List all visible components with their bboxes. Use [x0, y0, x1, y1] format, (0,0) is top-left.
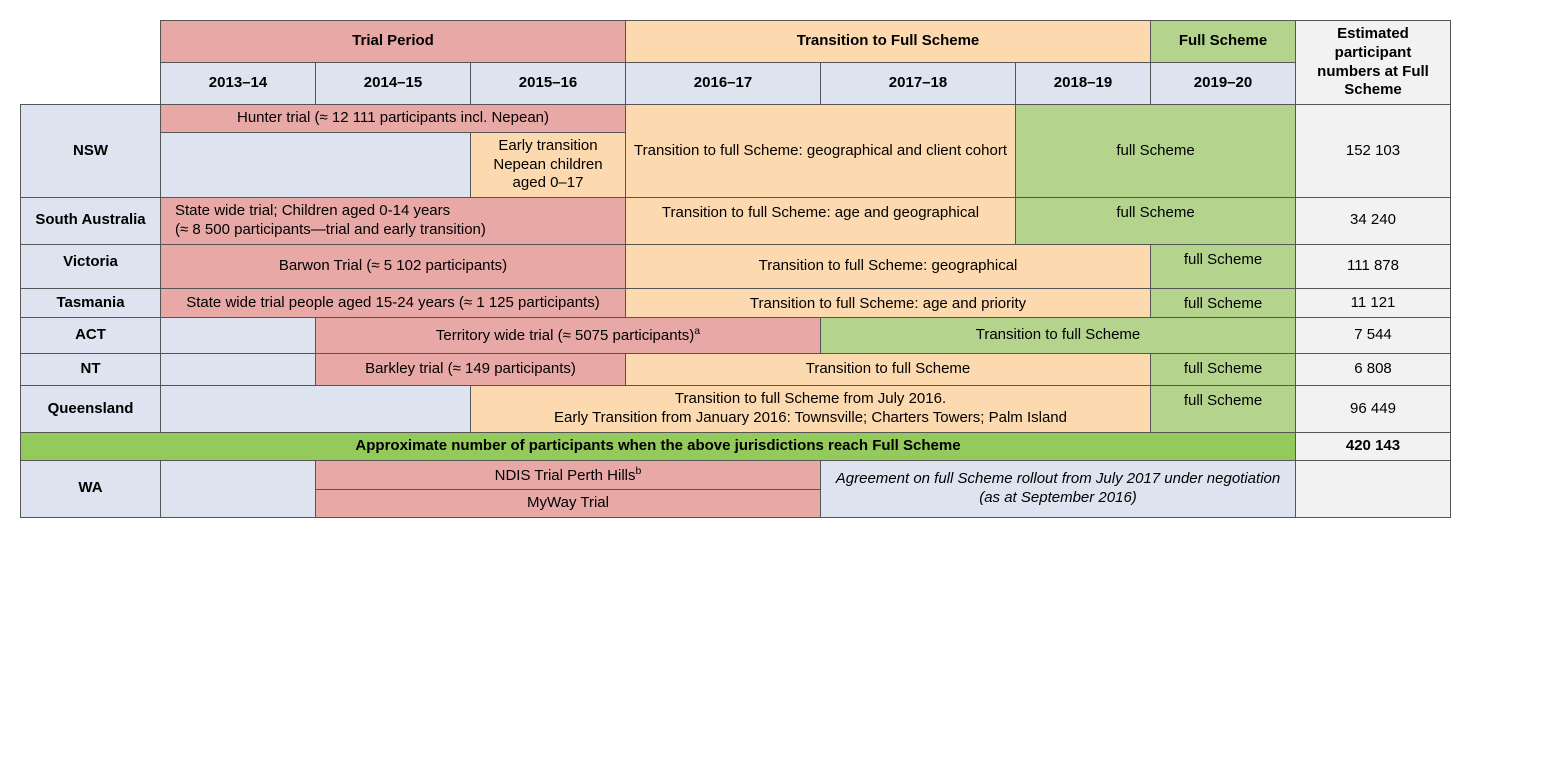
sa-transition: Transition to full Scheme: age and geogr…: [626, 198, 1016, 245]
row-vic: Victoria Barwon Trial (≈ 5 102 participa…: [21, 244, 1451, 288]
row-qld: Queensland Transition to full Scheme fro…: [21, 386, 1451, 433]
tas-estimate: 11 121: [1296, 288, 1451, 318]
act-label: ACT: [21, 318, 161, 354]
vic-full: full Scheme: [1151, 244, 1296, 288]
wa-myway-trial: MyWay Trial: [316, 490, 821, 518]
sa-trial: State wide trial; Children aged 0-14 yea…: [161, 198, 626, 245]
row-tas: Tasmania State wide trial people aged 15…: [21, 288, 1451, 318]
tas-label: Tasmania: [21, 288, 161, 318]
nsw-blank: [161, 132, 471, 197]
nt-full: full Scheme: [1151, 354, 1296, 386]
header-phases: Trial Period Transition to Full Scheme F…: [21, 21, 1451, 63]
year-2019-20: 2019–20: [1151, 63, 1296, 105]
vic-estimate: 111 878: [1296, 244, 1451, 288]
qld-full: full Scheme: [1151, 386, 1296, 433]
row-total: Approximate number of participants when …: [21, 432, 1451, 460]
sa-trial-line2: (≈ 8 500 participants—trial and early tr…: [175, 221, 486, 238]
vic-transition: Transition to full Scheme: geographical: [626, 244, 1151, 288]
act-transition: Transition to full Scheme: [821, 318, 1296, 354]
wa-ndis-trial: NDIS Trial Perth Hillsb: [316, 460, 821, 490]
nt-estimate: 6 808: [1296, 354, 1451, 386]
phase-transition-header: Transition to Full Scheme: [626, 21, 1151, 63]
tas-transition: Transition to full Scheme: age and prior…: [626, 288, 1151, 318]
act-trial: Territory wide trial (≈ 5075 participant…: [316, 318, 821, 354]
sa-estimate: 34 240: [1296, 198, 1451, 245]
wa-note-line2: (as at September 2016): [979, 489, 1137, 506]
qld-blank: [161, 386, 471, 433]
wa-label: WA: [21, 460, 161, 518]
wa-note-line1: Agreement on full Scheme rollout from Ju…: [836, 470, 1280, 487]
total-label: Approximate number of participants when …: [21, 432, 1296, 460]
wa-note: Agreement on full Scheme rollout from Ju…: [821, 460, 1296, 518]
row-act: ACT Territory wide trial (≈ 5075 partici…: [21, 318, 1451, 354]
qld-trans-line2: Early Transition from January 2016: Town…: [554, 409, 1067, 426]
phase-trial-header: Trial Period: [161, 21, 626, 63]
row-nsw: NSW Hunter trial (≈ 12 111 participants …: [21, 105, 1451, 133]
sa-full: full Scheme: [1016, 198, 1296, 245]
total-value: 420 143: [1296, 432, 1451, 460]
qld-estimate: 96 449: [1296, 386, 1451, 433]
year-2014-15: 2014–15: [316, 63, 471, 105]
wa-estimate: [1296, 460, 1451, 518]
qld-transition: Transition to full Scheme from July 2016…: [471, 386, 1151, 433]
nt-label: NT: [21, 354, 161, 386]
year-2015-16: 2015–16: [471, 63, 626, 105]
act-trial-text: Territory wide trial (≈ 5075 participant…: [436, 327, 694, 344]
sa-trial-line1: State wide trial; Children aged 0-14 yea…: [175, 202, 450, 219]
year-2017-18: 2017–18: [821, 63, 1016, 105]
nt-transition: Transition to full Scheme: [626, 354, 1151, 386]
act-trial-sup: a: [694, 325, 700, 337]
wa-ndis-text: NDIS Trial Perth Hills: [495, 467, 636, 484]
nsw-full: full Scheme: [1016, 105, 1296, 198]
ndis-rollout-chart: Trial Period Transition to Full Scheme F…: [20, 20, 1451, 518]
vic-trial: Barwon Trial (≈ 5 102 participants): [161, 244, 626, 288]
act-estimate: 7 544: [1296, 318, 1451, 354]
vic-label: Victoria: [21, 244, 161, 288]
header-years: 2013–14 2014–15 2015–16 2016–17 2017–18 …: [21, 63, 1451, 105]
nsw-hunter-trial: Hunter trial (≈ 12 111 participants incl…: [161, 105, 626, 133]
nt-blank: [161, 354, 316, 386]
qld-trans-line1: Transition to full Scheme from July 2016…: [675, 390, 946, 407]
row-sa: South Australia State wide trial; Childr…: [21, 198, 1451, 245]
nsw-estimate: 152 103: [1296, 105, 1451, 198]
nt-trial: Barkley trial (≈ 149 participants): [316, 354, 626, 386]
sa-label: South Australia: [21, 198, 161, 245]
nsw-transition: Transition to full Scheme: geographical …: [626, 105, 1016, 198]
year-2013-14: 2013–14: [161, 63, 316, 105]
wa-ndis-sup: b: [636, 465, 642, 477]
wa-blank: [161, 460, 316, 518]
tas-trial: State wide trial people aged 15-24 years…: [161, 288, 626, 318]
year-2016-17: 2016–17: [626, 63, 821, 105]
nsw-nepean: Early transition Nepean children aged 0–…: [471, 132, 626, 197]
tas-full: full Scheme: [1151, 288, 1296, 318]
nsw-label: NSW: [21, 105, 161, 198]
estimated-header: Estimated participant numbers at Full Sc…: [1296, 21, 1451, 105]
row-nt: NT Barkley trial (≈ 149 participants) Tr…: [21, 354, 1451, 386]
phase-full-header: Full Scheme: [1151, 21, 1296, 63]
act-blank: [161, 318, 316, 354]
row-wa: WA NDIS Trial Perth Hillsb Agreement on …: [21, 460, 1451, 490]
qld-label: Queensland: [21, 386, 161, 433]
year-2018-19: 2018–19: [1016, 63, 1151, 105]
